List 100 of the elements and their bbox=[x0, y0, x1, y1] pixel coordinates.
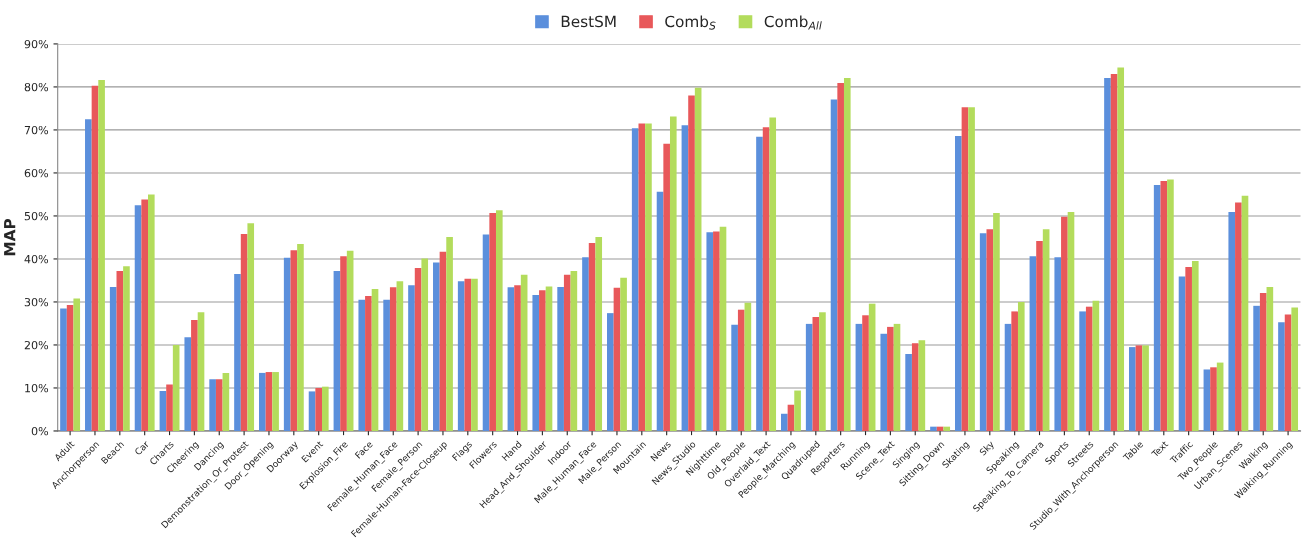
bar bbox=[1110, 74, 1118, 431]
bar bbox=[1029, 256, 1037, 431]
bar bbox=[421, 258, 429, 431]
bar bbox=[321, 386, 329, 431]
bar bbox=[315, 387, 322, 431]
bar bbox=[471, 278, 478, 431]
bar bbox=[408, 285, 415, 431]
bar bbox=[495, 210, 503, 431]
bar bbox=[371, 289, 379, 431]
y-tick-label: 90% bbox=[24, 39, 49, 49]
bar bbox=[1017, 301, 1025, 431]
bar bbox=[669, 116, 677, 431]
bar bbox=[582, 257, 589, 431]
bar bbox=[73, 298, 81, 431]
legend-label: BestSM bbox=[561, 15, 616, 28]
bar bbox=[1266, 286, 1274, 431]
bar bbox=[141, 199, 148, 431]
bar bbox=[805, 323, 813, 431]
bar bbox=[85, 119, 92, 431]
bar bbox=[688, 95, 695, 431]
bar bbox=[272, 372, 279, 431]
bar bbox=[557, 286, 564, 431]
y-tick-label: 50% bbox=[24, 211, 49, 221]
bar bbox=[109, 286, 117, 431]
bar bbox=[333, 270, 341, 431]
y-axis-title: MAP bbox=[4, 218, 16, 256]
bar bbox=[681, 125, 689, 431]
bar bbox=[588, 243, 596, 431]
bar bbox=[1004, 323, 1012, 431]
bar bbox=[265, 372, 273, 431]
bar bbox=[955, 135, 962, 431]
bar bbox=[1291, 307, 1299, 431]
bar bbox=[1153, 184, 1161, 431]
bar bbox=[365, 295, 372, 431]
bar bbox=[166, 384, 173, 431]
bar bbox=[968, 107, 975, 431]
bar bbox=[1278, 322, 1285, 431]
bar bbox=[1216, 362, 1224, 431]
bar bbox=[993, 212, 1000, 431]
bar bbox=[1054, 257, 1062, 431]
bar bbox=[1067, 212, 1075, 431]
bar bbox=[1129, 347, 1136, 431]
bar bbox=[1085, 306, 1093, 431]
bar bbox=[1203, 369, 1211, 431]
x-tick-label: Text bbox=[1151, 440, 1169, 458]
bar bbox=[396, 281, 404, 431]
y-tick-label: 30% bbox=[24, 297, 49, 307]
bar bbox=[645, 123, 652, 431]
bar bbox=[1104, 77, 1111, 431]
bar bbox=[737, 309, 745, 431]
bar bbox=[918, 340, 926, 431]
bar bbox=[297, 243, 304, 431]
bar bbox=[855, 323, 863, 431]
bar bbox=[1241, 195, 1249, 431]
bar bbox=[620, 277, 627, 431]
bar bbox=[1253, 305, 1260, 431]
bar bbox=[843, 77, 851, 431]
y-tick-label: 80% bbox=[24, 82, 49, 92]
bar bbox=[812, 317, 820, 431]
bar bbox=[893, 323, 901, 431]
bar bbox=[1061, 216, 1068, 431]
bar bbox=[184, 337, 192, 431]
bar bbox=[1160, 181, 1168, 431]
bar bbox=[148, 194, 155, 431]
bar bbox=[91, 85, 99, 431]
bar bbox=[389, 287, 397, 431]
y-tick-label: 70% bbox=[24, 125, 49, 135]
y-tick-label: 10% bbox=[25, 383, 49, 393]
bar bbox=[433, 262, 440, 431]
bar bbox=[1011, 311, 1018, 431]
bar bbox=[290, 250, 298, 431]
bar bbox=[719, 226, 727, 431]
bar bbox=[1185, 267, 1192, 431]
bar bbox=[930, 426, 937, 431]
bar bbox=[1135, 345, 1143, 431]
bar bbox=[613, 287, 621, 431]
bar bbox=[656, 191, 664, 431]
bar bbox=[868, 303, 876, 431]
bar bbox=[731, 324, 738, 431]
bar bbox=[283, 257, 291, 431]
bar bbox=[595, 237, 603, 431]
bar bbox=[880, 333, 888, 431]
bar bbox=[787, 404, 795, 431]
bar bbox=[60, 308, 67, 431]
bar bbox=[446, 237, 453, 431]
bar bbox=[191, 320, 198, 431]
bar bbox=[222, 372, 230, 431]
bar bbox=[1167, 179, 1174, 431]
bar bbox=[1259, 292, 1267, 431]
bar bbox=[532, 295, 540, 431]
bar bbox=[887, 326, 894, 431]
bar bbox=[308, 391, 316, 431]
bar bbox=[961, 107, 969, 431]
bar bbox=[794, 390, 801, 431]
bar bbox=[489, 212, 496, 431]
bar bbox=[1284, 314, 1292, 431]
bar bbox=[1042, 229, 1050, 431]
bar bbox=[414, 267, 422, 431]
bar bbox=[570, 270, 578, 431]
bar bbox=[986, 229, 994, 431]
